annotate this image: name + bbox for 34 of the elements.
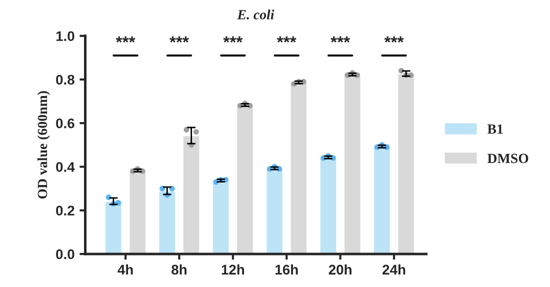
y-tick-label: 0.4: [56, 162, 75, 172]
x-tick-label: 20h: [328, 264, 352, 275]
bar: [182, 134, 201, 254]
annotation: ***: [223, 36, 243, 43]
x-tick-label: 24h: [382, 264, 406, 274]
annotation: ***: [330, 36, 350, 43]
annotation: ***: [116, 36, 136, 43]
y-axis-title: OD value (600nm): [37, 91, 50, 199]
y-tick-label: 1.0: [56, 31, 74, 42]
y-tick-label: 0.8: [56, 74, 74, 85]
bar: [128, 170, 147, 254]
x-tick-label: 4h: [118, 264, 133, 274]
annotation: ***: [170, 36, 189, 43]
legend-label: B1: [487, 124, 503, 134]
y-tick-label: 0.6: [56, 118, 74, 128]
y-tick-label: 0.0: [56, 249, 74, 260]
bar: [396, 72, 416, 254]
bar: [289, 82, 308, 254]
chart-title: E. coli: [237, 10, 274, 20]
bar: [158, 190, 176, 254]
annotation: ***: [384, 36, 404, 43]
bar: [343, 74, 362, 254]
bar: [104, 200, 123, 254]
x-tick-label: 12h: [222, 264, 244, 274]
bar: [265, 168, 284, 254]
bar: [372, 146, 392, 254]
y-tick-label: 0.2: [56, 206, 74, 216]
annotation: ***: [276, 36, 296, 43]
bar: [236, 104, 254, 254]
bar: [318, 156, 338, 254]
legend-label: DMSO: [487, 154, 528, 164]
x-tick-label: 16h: [276, 264, 298, 275]
x-tick-label: 8h: [172, 264, 186, 275]
bar: [212, 180, 230, 254]
